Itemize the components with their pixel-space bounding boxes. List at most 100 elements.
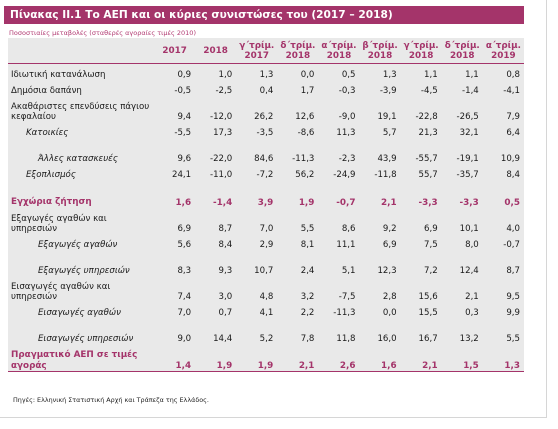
row-label: Εξαγωγές αγαθών (38, 239, 118, 250)
value-cell: 21,3 (418, 127, 438, 138)
value-cell: 10,9 (500, 153, 520, 164)
value-cell: 19,1 (377, 111, 397, 122)
value-cell: -1,4 (462, 85, 479, 96)
table-row: Εγχώρια ζήτηση 1,6 -1,4 3,9 1,9 -0,7 2,1 -3,3 -3… (8, 180, 524, 208)
value-cell: 26,2 (254, 111, 274, 122)
column-header: γ΄τρίμ. 2017 (236, 38, 278, 64)
row-label: Ιδιωτική κατανάλωση (11, 69, 106, 80)
table-row: Δημόσια δαπάνη -0,5 -2,5 0,4 1,7 -0,3 -3,9 -4,5… (8, 80, 524, 96)
value-cell: 0,0 (382, 307, 397, 318)
column-header-line1: δ΄τρίμ. (280, 41, 316, 51)
column-header-line1: γ΄τρίμ. (403, 41, 439, 51)
value-cell: 1,9 (195, 343, 237, 372)
value-cell: -11,0 (209, 169, 233, 180)
value-cell: 15,6 (418, 291, 438, 302)
table-row: Εξαγωγές αγαθών 5,6 8,4 2,9 8,1 11,1 6,9 7,5 8,0… (8, 234, 524, 250)
value-cell: -2,3 (338, 153, 356, 164)
value-cell: 15,5 (418, 307, 438, 318)
value-cell: -24,9 (333, 169, 356, 180)
value-cell: 5,6 (177, 239, 192, 250)
value-cell: 56,2 (295, 169, 315, 180)
row-label: Εισαγωγές υπηρεσιών (38, 333, 134, 344)
value-cell: -2,5 (215, 85, 233, 96)
column-header-line1: β΄τρίμ. (362, 41, 398, 51)
value-cell: -26,5 (456, 111, 479, 122)
row-label: Εξαγωγές υπηρεσιών (38, 265, 130, 276)
value-cell: -19,1 (456, 153, 479, 164)
column-header-line2: 2018 (408, 51, 434, 61)
value-cell: 9,5 (506, 291, 520, 302)
value-cell: 8,0 (465, 239, 479, 250)
value-cell: 55,7 (418, 169, 438, 180)
table-row: Εισαγωγές αγαθών 7,0 0,7 4,1 2,2 -11,3 0,0 15,5… (8, 302, 524, 318)
value-cell: 1,0 (218, 69, 233, 80)
value-cell: -0,5 (174, 85, 192, 96)
table-row: Εισαγωγές υπηρεσιών 9,0 14,4 5,2 7,8 11,8 16,0… (8, 318, 524, 344)
value-cell: -3,5 (256, 127, 274, 138)
table-row: Άλλες κατασκευές 9,6 -22,0 84,6 -11,3 -2,3 43,… (8, 138, 524, 164)
column-header-line2: 2018 (326, 51, 352, 61)
value-cell: 12,3 (377, 265, 397, 276)
column-header-line1: 2018 (203, 46, 228, 56)
value-cell: 6,9 (424, 223, 438, 234)
value-cell: 6,9 (177, 223, 192, 234)
value-cell: 3,9 (257, 197, 274, 208)
value-cell: 1,3 (382, 69, 397, 80)
value-cell: -35,7 (456, 169, 479, 180)
column-header-line2: 2018 (285, 51, 311, 61)
value-cell: -4,1 (503, 85, 520, 96)
value-cell: 16,7 (418, 333, 438, 344)
row-label: Ακαθάριστες επενδύσεις πάγιου κεφαλαίου (11, 101, 150, 122)
value-cell: 84,6 (254, 153, 274, 164)
value-cell: 8,7 (506, 265, 520, 276)
value-cell: 9,4 (177, 111, 192, 122)
value-cell: -5,5 (174, 127, 192, 138)
value-cell: 8,7 (218, 223, 233, 234)
value-cell: -22,0 (209, 153, 233, 164)
value-cell: 7,5 (424, 239, 438, 250)
value-cell: 0,5 (341, 69, 356, 80)
value-cell: 1,3 (259, 69, 274, 80)
value-cell: -3,3 (418, 197, 438, 208)
value-cell: -8,6 (297, 127, 315, 138)
value-cell: 8,4 (506, 169, 520, 180)
value-cell: 5,5 (300, 223, 315, 234)
column-header: δ΄τρίμ. 2018 (277, 38, 319, 64)
table-row: Πραγματικό ΑΕΠ σε τιμές αγοράς 1,4 1,9 1,9 2… (8, 343, 524, 372)
value-cell: 8,6 (341, 223, 356, 234)
value-cell: 2,1 (381, 197, 397, 208)
value-cell: -4,5 (420, 85, 438, 96)
value-cell: 5,1 (341, 265, 356, 276)
value-cell: 32,1 (459, 127, 479, 138)
table-row: Εξαγωγές αγαθών και υπηρεσιών 6,9 8,7 7,0 5,… (8, 208, 524, 234)
value-cell: 0,3 (465, 307, 479, 318)
value-cell: 1,9 (236, 343, 278, 372)
value-cell: 2,1 (400, 343, 442, 372)
table-row: Ακαθάριστες επενδύσεις πάγιου κεφαλαίου 9… (8, 96, 524, 122)
value-cell: 12,6 (295, 111, 315, 122)
value-cell: 4,1 (259, 307, 274, 318)
value-cell: 1,4 (154, 343, 196, 372)
table-row: Ιδιωτική κατανάλωση 0,9 1,0 1,3 0,0 0,5 1,3 1,1… (8, 64, 524, 80)
source-note: Πηγές: Ελληνική Στατιστική Αρχή και Τράπ… (13, 396, 209, 404)
value-cell: 3,0 (218, 291, 233, 302)
document-frame: Πίνακας ΙΙ.1 Το ΑΕΠ και οι κύριες συνιστ… (0, 0, 547, 418)
column-header: 2018 (195, 38, 237, 64)
value-cell: 2,2 (300, 307, 315, 318)
table-subtitle: Ποσοστιαίες μεταβολές (σταθερές αγοραίες… (9, 29, 196, 37)
value-cell: -3,9 (379, 85, 397, 96)
value-cell: 5,2 (259, 333, 274, 344)
value-cell: 8,3 (177, 265, 192, 276)
table-row: Εξοπλισμός 24,1 -11,0 -7,2 56,2 -24,9 -11,8 55,… (8, 164, 524, 180)
value-cell: 3,2 (300, 291, 315, 302)
table-title: Πίνακας ΙΙ.1 Το ΑΕΠ και οι κύριες συνιστ… (4, 6, 524, 24)
header-row: 2017 2018 γ΄τρίμ. 2017 δ΄τρίμ. 2018 α΄τρίμ… (8, 38, 524, 64)
column-header-line1: α΄τρίμ. (485, 41, 521, 51)
value-cell: 0,7 (218, 307, 233, 318)
column-header: α΄τρίμ. 2018 (318, 38, 360, 64)
row-label: Κατοικίες (26, 127, 69, 138)
column-header-line2: 2018 (449, 51, 475, 61)
table-body: Ιδιωτική κατανάλωση 0,9 1,0 1,3 0,0 0,5 1,3 1,1… (8, 64, 524, 372)
value-cell: 10,1 (459, 223, 479, 234)
value-cell: 4,8 (259, 291, 274, 302)
